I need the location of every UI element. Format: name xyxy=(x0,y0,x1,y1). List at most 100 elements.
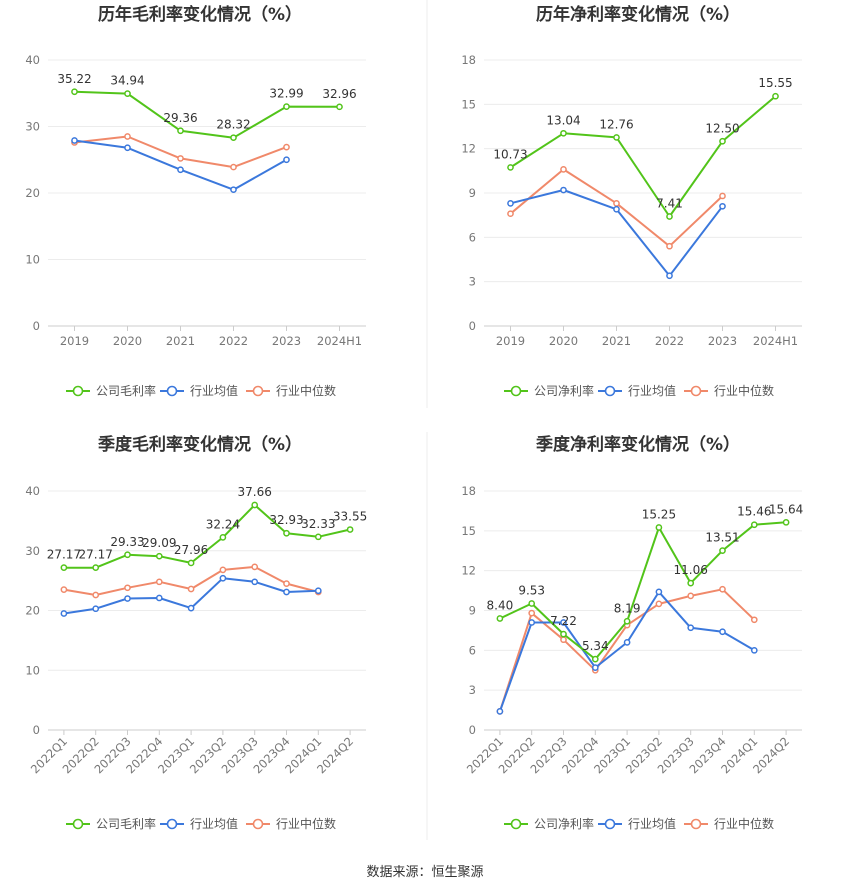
legend-item: 行业均值 xyxy=(160,816,238,831)
y-tick-label: 3 xyxy=(469,275,476,289)
data-point xyxy=(71,137,78,144)
legend-item: 公司毛利率 xyxy=(66,816,156,831)
y-tick-label: 40 xyxy=(25,53,40,67)
data-point xyxy=(666,272,673,280)
legend-marker xyxy=(690,818,702,830)
data-point xyxy=(496,615,504,622)
data-point xyxy=(60,586,68,593)
y-tick-label: 9 xyxy=(469,186,476,200)
series-line xyxy=(63,504,351,569)
x-tick-label: 2022 xyxy=(219,334,248,348)
series-line xyxy=(74,90,340,139)
data-point xyxy=(666,213,673,220)
legend-label: 行业均值 xyxy=(628,383,676,398)
legend-label: 行业中位数 xyxy=(714,383,774,398)
data-point xyxy=(92,591,100,599)
data-point xyxy=(719,192,726,200)
y-tick-label: 0 xyxy=(33,319,40,333)
chart-title: 历年净利率变化情况（%） xyxy=(536,4,740,25)
data-point xyxy=(507,210,514,218)
chart-title: 季度净利率变化情况（%） xyxy=(536,434,740,455)
data-point xyxy=(613,205,620,213)
data-point xyxy=(623,639,631,646)
data-point xyxy=(251,563,259,571)
y-tick-label: 30 xyxy=(25,544,40,558)
data-label: 28.32 xyxy=(216,118,250,132)
legend-marker xyxy=(510,818,522,830)
data-label: 32.93 xyxy=(269,513,303,527)
y-tick-label: 12 xyxy=(461,564,476,578)
data-point xyxy=(230,186,237,194)
y-tick-label: 40 xyxy=(25,484,40,498)
chart-panel-2: 季度毛利率变化情况（%）0102030402022Q12022Q22022Q32… xyxy=(25,434,367,831)
data-point xyxy=(155,552,163,560)
data-point xyxy=(124,90,131,97)
data-label: 29.36 xyxy=(163,111,197,125)
legend-item: 行业中位数 xyxy=(684,383,774,398)
x-tick-label: 2019 xyxy=(496,334,525,348)
data-label: 33.55 xyxy=(333,510,367,524)
chart-panel-0: 历年毛利率变化情况（%） 0 10 20 30 40 2019 2020 2021 2022 202… xyxy=(25,4,366,398)
data-point xyxy=(314,533,322,541)
data-point xyxy=(71,88,78,96)
legend-marker xyxy=(604,818,616,830)
data-point xyxy=(60,610,68,617)
chart-title: 历年毛利率变化情况（%） xyxy=(98,4,302,25)
chart-title: 季度毛利率变化情况（%） xyxy=(98,434,302,455)
data-point xyxy=(177,155,184,162)
data-point xyxy=(560,166,567,173)
data-label: 27.17 xyxy=(79,548,113,562)
data-point xyxy=(666,242,673,250)
data-point xyxy=(507,164,514,171)
y-tick-label: 12 xyxy=(461,142,476,156)
data-point xyxy=(613,134,620,141)
x-tick-label: 2023 xyxy=(272,334,301,348)
data-point xyxy=(560,129,567,137)
data-point xyxy=(687,592,695,600)
data-point xyxy=(560,636,567,644)
legend-item: 行业中位数 xyxy=(684,816,774,831)
data-point xyxy=(496,708,504,715)
data-point xyxy=(155,594,163,602)
y-tick-label: 20 xyxy=(25,604,40,618)
data-label: 37.66 xyxy=(238,485,272,499)
data-label: 11.06 xyxy=(674,563,708,577)
data-label: 27.96 xyxy=(174,543,208,557)
data-label: 32.33 xyxy=(301,517,335,531)
data-point xyxy=(507,199,514,207)
legend-item: 行业均值 xyxy=(160,383,238,398)
data-point xyxy=(560,619,567,626)
y-tick-label: 0 xyxy=(469,723,476,737)
data-label: 5.34 xyxy=(582,639,609,653)
data-point xyxy=(314,587,322,595)
data-point xyxy=(92,605,100,613)
data-label: 32.96 xyxy=(322,87,356,101)
y-tick-label: 6 xyxy=(469,643,476,657)
data-point xyxy=(187,585,195,593)
series-line xyxy=(74,139,287,191)
data-point xyxy=(719,137,726,145)
data-label: 29.09 xyxy=(142,536,176,550)
data-point xyxy=(155,578,163,586)
data-point xyxy=(750,616,758,624)
x-tick-label: 2022 xyxy=(655,334,684,348)
data-point xyxy=(750,521,758,529)
data-point xyxy=(719,628,726,636)
legend-item: 公司毛利率 xyxy=(66,383,156,398)
data-point xyxy=(283,580,290,587)
x-tick-label: 2024H1 xyxy=(317,334,362,348)
legend-marker xyxy=(604,385,616,397)
data-point xyxy=(283,588,290,596)
data-point xyxy=(623,617,631,625)
legend-label: 行业中位数 xyxy=(714,816,774,831)
legend-label: 公司净利率 xyxy=(534,383,594,398)
y-tick-label: 0 xyxy=(33,723,40,737)
legend-item: 行业均值 xyxy=(598,816,676,831)
data-label: 7.22 xyxy=(550,614,577,628)
data-point xyxy=(177,127,184,135)
data-point xyxy=(187,559,195,567)
data-label: 32.99 xyxy=(269,87,303,101)
data-point xyxy=(719,547,726,554)
legend-marker xyxy=(510,385,522,397)
data-label: 34.94 xyxy=(110,74,144,88)
